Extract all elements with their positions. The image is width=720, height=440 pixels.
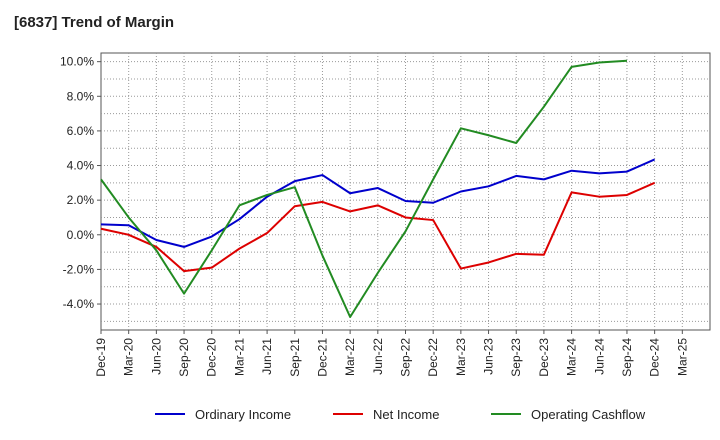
x-tick-label: Jun-23 <box>482 338 496 375</box>
x-tick-label: Mar-23 <box>454 338 468 376</box>
x-tick-label: Mar-24 <box>565 338 579 376</box>
x-tick-label: Mar-20 <box>122 338 136 376</box>
y-tick-label: 0.0% <box>67 228 95 242</box>
x-tick-label: Dec-23 <box>537 338 551 377</box>
x-tick-label: Mar-22 <box>343 338 357 376</box>
y-tick-label: 8.0% <box>67 89 95 103</box>
x-tick-label: Dec-24 <box>648 338 662 377</box>
x-tick-label: Sep-23 <box>509 338 523 377</box>
series-line-operating-cashflow <box>100 59 628 319</box>
y-tick-label: 6.0% <box>67 124 95 138</box>
legend-label-operating-cashflow: Operating Cashflow <box>531 407 646 422</box>
legend: Ordinary Income Net Income Operating Cashf… <box>155 407 646 422</box>
y-axis-ticks: 10.0% 8.0% 6.0% 4.0% 2.0% 0.0% -2.0% -4.0% <box>60 55 101 311</box>
x-tick-label: Jun-22 <box>371 338 385 375</box>
x-tick-label: Jun-24 <box>592 338 606 375</box>
legend-label-net-income: Net Income <box>373 407 439 422</box>
x-tick-label: Sep-20 <box>177 338 191 377</box>
y-tick-label: 4.0% <box>67 159 95 173</box>
x-tick-label: Dec-20 <box>205 338 219 377</box>
x-tick-label: Dec-21 <box>315 338 329 377</box>
series-lines <box>100 59 656 319</box>
x-tick-label: Sep-22 <box>399 338 413 377</box>
x-tick-label: Jun-21 <box>260 338 274 375</box>
y-tick-label: 10.0% <box>60 55 94 69</box>
x-tick-label: Sep-21 <box>288 338 302 377</box>
y-tick-label: -4.0% <box>63 297 95 311</box>
x-axis-ticks: Dec-19 Mar-20 Jun-20 Sep-20 Dec-20 Mar-21 Jun-… <box>94 330 689 377</box>
grid-lines <box>101 53 710 330</box>
x-tick-label: Sep-24 <box>620 338 634 377</box>
x-tick-label: Dec-19 <box>94 338 108 377</box>
x-tick-label: Dec-22 <box>426 338 440 377</box>
legend-label-ordinary-income: Ordinary Income <box>195 407 291 422</box>
x-tick-label: Jun-20 <box>149 338 163 375</box>
y-tick-label: 2.0% <box>67 193 95 207</box>
x-tick-label: Mar-21 <box>232 338 246 376</box>
x-tick-label: Mar-25 <box>675 338 689 376</box>
y-tick-label: -2.0% <box>63 262 95 276</box>
chart-title: [6837] Trend of Margin <box>14 14 175 31</box>
